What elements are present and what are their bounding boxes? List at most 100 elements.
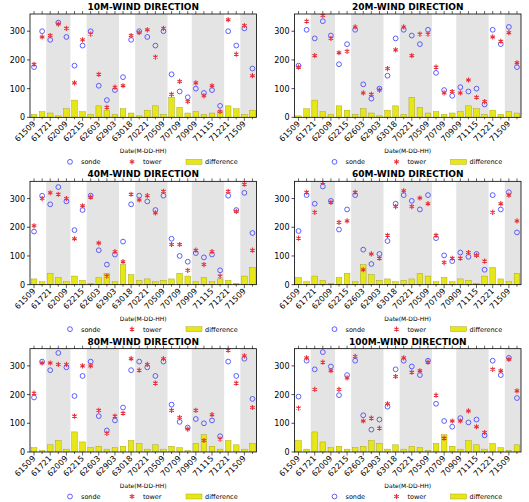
sonde-point bbox=[377, 417, 382, 422]
panel: 20M-WIND DIRECTION0100200300615096172162… bbox=[274, 2, 521, 166]
tower-point bbox=[482, 259, 487, 264]
x-tick-top bbox=[314, 11, 315, 14]
legend-swatch bbox=[186, 494, 202, 499]
tower-point bbox=[113, 414, 118, 419]
x-tick bbox=[371, 285, 372, 287]
tower-point bbox=[329, 36, 334, 41]
x-tick-top bbox=[314, 178, 315, 181]
tower-point bbox=[48, 190, 53, 195]
difference-bar bbox=[328, 448, 334, 452]
x-tick bbox=[484, 452, 485, 454]
frame bbox=[295, 349, 522, 452]
sonde-point bbox=[498, 207, 503, 212]
tower-point bbox=[482, 99, 487, 104]
x-tick bbox=[436, 452, 437, 454]
x-tick bbox=[322, 117, 323, 119]
x-tick-top bbox=[387, 346, 388, 349]
difference-bar bbox=[369, 441, 375, 452]
tower-point bbox=[80, 203, 85, 208]
x-tick bbox=[379, 117, 380, 121]
x-tick-top bbox=[212, 346, 213, 349]
sonde-point bbox=[48, 37, 53, 42]
difference-bar bbox=[474, 109, 480, 118]
sonde-point bbox=[202, 421, 207, 426]
tower-point bbox=[242, 182, 247, 187]
x-tick bbox=[427, 285, 428, 289]
x-tick bbox=[252, 285, 253, 287]
tower-point bbox=[137, 197, 142, 202]
tower-point bbox=[242, 23, 247, 28]
x-tick bbox=[314, 285, 315, 289]
tower-point bbox=[507, 193, 512, 198]
x-tick bbox=[66, 117, 67, 121]
difference-bar bbox=[47, 445, 53, 452]
sonde-point bbox=[450, 93, 455, 98]
sonde-point bbox=[137, 193, 142, 198]
difference-bar bbox=[312, 100, 318, 117]
sonde-point bbox=[409, 33, 414, 38]
x-tick-top bbox=[244, 346, 245, 349]
sonde-point bbox=[121, 405, 126, 410]
x-tick-top bbox=[155, 346, 156, 349]
sonde-point bbox=[369, 427, 374, 432]
difference-bar bbox=[161, 114, 167, 117]
tower-point bbox=[113, 85, 118, 90]
sonde-point bbox=[242, 190, 247, 195]
x-tick-top bbox=[42, 178, 43, 181]
x-tick bbox=[484, 117, 485, 119]
sonde-point bbox=[218, 103, 223, 108]
x-tick bbox=[236, 285, 237, 287]
difference-bar bbox=[344, 110, 350, 117]
tower-point bbox=[458, 90, 463, 95]
x-tick bbox=[179, 285, 180, 289]
x-tick bbox=[460, 452, 461, 456]
x-tick bbox=[139, 452, 140, 454]
legend-swatch bbox=[68, 327, 73, 332]
x-tick bbox=[66, 285, 67, 289]
x-tick-top bbox=[244, 178, 245, 181]
tower-point bbox=[353, 190, 358, 195]
tower-point bbox=[458, 418, 463, 423]
panel: 80M-WIND DIRECTION0100200300615096172162… bbox=[10, 337, 257, 501]
difference-bar bbox=[385, 449, 391, 452]
difference-bar bbox=[360, 109, 366, 118]
sonde-point bbox=[426, 193, 431, 198]
difference-bar bbox=[177, 273, 183, 284]
tower-point bbox=[401, 24, 406, 29]
x-tick bbox=[516, 285, 517, 287]
sonde-point bbox=[426, 27, 431, 32]
x-tick-top bbox=[403, 346, 404, 349]
band bbox=[192, 181, 224, 284]
tower-point bbox=[97, 72, 102, 77]
sonde-point bbox=[312, 201, 317, 206]
tower-point bbox=[64, 26, 69, 31]
x-tick bbox=[252, 452, 253, 454]
x-tick-top bbox=[90, 346, 91, 349]
title: 60M-WIND DIRECTION bbox=[352, 169, 463, 179]
x-tick-top bbox=[468, 346, 469, 349]
x-tick-top bbox=[347, 178, 348, 181]
y-tick bbox=[292, 255, 295, 256]
difference-bar bbox=[169, 279, 175, 285]
difference-bar bbox=[490, 110, 496, 117]
sonde-point bbox=[377, 252, 382, 257]
x-tick-top bbox=[338, 11, 339, 14]
legend: sondetowerdifference bbox=[68, 158, 238, 166]
y-tick bbox=[292, 31, 295, 32]
x-tick-top bbox=[34, 178, 35, 181]
difference-bar bbox=[39, 282, 45, 285]
x-tick-top bbox=[236, 346, 237, 349]
x-tick-top bbox=[114, 178, 115, 181]
x-tick-top bbox=[355, 11, 356, 14]
y-tick-label: 300 bbox=[10, 362, 25, 371]
difference-bar bbox=[401, 114, 407, 117]
tower-point bbox=[48, 360, 53, 365]
tower-point bbox=[369, 416, 374, 421]
tower-point bbox=[88, 31, 93, 36]
sonde-point bbox=[250, 66, 255, 71]
legend-label: sonde bbox=[346, 493, 366, 501]
y-tick bbox=[292, 365, 295, 366]
x-tick-label: 71509 bbox=[223, 119, 247, 143]
tower-point bbox=[250, 73, 255, 78]
difference-bar bbox=[209, 113, 215, 117]
